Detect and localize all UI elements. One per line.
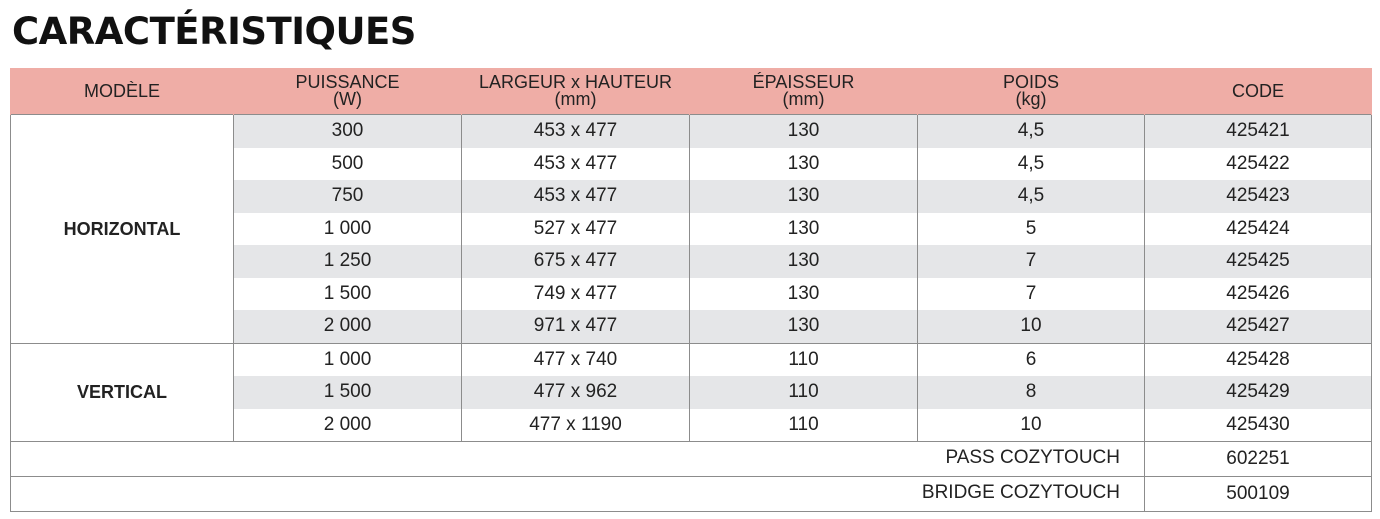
cell-epaisseur: 130 <box>689 277 918 310</box>
table-row: 750 453 x 477 130 4,5 425423 <box>11 180 1372 213</box>
column-header-unit: (mm) <box>782 89 825 109</box>
cell-puissance: 1 500 <box>233 277 462 310</box>
table-row: 1 500 749 x 477 130 7 425426 <box>11 277 1372 310</box>
cell-dimensions: 453 x 477 <box>461 180 690 213</box>
cell-puissance: 750 <box>233 180 462 213</box>
cell-poids: 8 <box>917 376 1145 409</box>
cell-code: 425429 <box>1144 376 1372 409</box>
cell-epaisseur: 130 <box>689 147 918 180</box>
table-row: 2 000 477 x 1190 110 10 425430 <box>11 408 1372 442</box>
cell-poids: 4,5 <box>917 114 1145 148</box>
table-row: 2 000 971 x 477 130 10 425427 <box>11 310 1372 343</box>
column-header-epaisseur: ÉPAISSEUR (mm) <box>689 68 918 115</box>
column-header-label: ÉPAISSEUR <box>752 72 855 92</box>
column-header-label: CODE <box>1231 80 1284 101</box>
cell-puissance: 1 250 <box>233 245 462 278</box>
cell-epaisseur: 130 <box>689 180 918 213</box>
accessory-label: BRIDGE COZYTOUCH <box>10 476 1145 512</box>
cell-poids: 6 <box>917 342 1145 376</box>
cell-dimensions: 477 x 1190 <box>461 408 690 442</box>
page-title: CARACTÉRISTIQUES <box>12 10 416 53</box>
cell-dimensions: 477 x 740 <box>461 342 690 376</box>
column-header-label: LARGEUR x HAUTEUR <box>478 72 673 92</box>
cell-epaisseur: 130 <box>689 212 918 245</box>
cell-epaisseur: 130 <box>689 310 918 343</box>
cell-epaisseur: 130 <box>689 245 918 278</box>
cell-puissance: 2 000 <box>233 310 462 343</box>
cell-epaisseur: 110 <box>689 376 918 409</box>
cell-code: 425427 <box>1144 310 1372 343</box>
cell-puissance: 300 <box>233 114 462 148</box>
cell-code: 425424 <box>1144 212 1372 245</box>
table-row: 500 453 x 477 130 4,5 425422 <box>11 147 1372 180</box>
table-row: 1 500 477 x 962 110 8 425429 <box>11 376 1372 409</box>
table-header: MODÈLE PUISSANCE (W) LARGEUR x HAUTEUR (mm) É… <box>10 68 1372 115</box>
cell-puissance: 1 000 <box>233 212 462 245</box>
cell-code: 425422 <box>1144 147 1372 180</box>
cell-poids: 4,5 <box>917 180 1145 213</box>
cell-dimensions: 453 x 477 <box>461 147 690 180</box>
table-row: 1 000 527 x 477 130 5 425424 <box>11 212 1372 245</box>
column-header-modele: MODÈLE <box>10 68 234 115</box>
model-cell-vertical: VERTICAL <box>10 342 234 442</box>
cell-puissance: 1 000 <box>233 342 462 376</box>
column-header-code: CODE <box>1144 68 1372 115</box>
cell-code: 425423 <box>1144 180 1372 213</box>
cell-puissance: 2 000 <box>233 408 462 442</box>
table-row: VERTICAL 1 000 477 x 740 110 6 425428 <box>10 342 1372 442</box>
column-header-label: PUISSANCE <box>295 72 400 92</box>
cell-code: 425430 <box>1144 408 1372 442</box>
accessory-code: 500109 <box>1144 476 1372 512</box>
cell-dimensions: 971 x 477 <box>461 310 690 343</box>
cell-code: 425426 <box>1144 277 1372 310</box>
cell-dimensions: 527 x 477 <box>461 212 690 245</box>
cell-code: 425425 <box>1144 245 1372 278</box>
column-header-unit: (kg) <box>1015 89 1047 109</box>
accessory-row: BRIDGE COZYTOUCH 500109 <box>10 476 1372 512</box>
cell-dimensions: 477 x 962 <box>461 376 690 409</box>
cell-poids: 5 <box>917 212 1145 245</box>
cell-poids: 7 <box>917 277 1145 310</box>
column-header-unit: (mm) <box>554 89 597 109</box>
cell-epaisseur: 110 <box>689 408 918 442</box>
column-header-puissance: PUISSANCE (W) <box>233 68 462 115</box>
column-header-unit: (W) <box>333 89 362 109</box>
cell-dimensions: 453 x 477 <box>461 114 690 148</box>
header-row: MODÈLE PUISSANCE (W) LARGEUR x HAUTEUR (mm) É… <box>10 68 1372 115</box>
cell-epaisseur: 110 <box>689 342 918 376</box>
specifications-table: MODÈLE PUISSANCE (W) LARGEUR x HAUTEUR (mm) É… <box>10 68 1372 512</box>
column-header-dimensions: LARGEUR x HAUTEUR (mm) <box>461 68 690 115</box>
cell-poids: 7 <box>917 245 1145 278</box>
column-header-label: MODÈLE <box>83 80 161 101</box>
table-row: 1 250 675 x 477 130 7 425425 <box>11 245 1372 278</box>
cell-poids: 10 <box>917 408 1145 442</box>
column-header-poids: POIDS (kg) <box>917 68 1145 115</box>
accessory-row: PASS COZYTOUCH 602251 <box>10 441 1372 477</box>
cell-dimensions: 749 x 477 <box>461 277 690 310</box>
accessory-label: PASS COZYTOUCH <box>10 441 1145 477</box>
cell-poids: 4,5 <box>917 147 1145 180</box>
cell-epaisseur: 130 <box>689 114 918 148</box>
table-row: HORIZONTAL 300 453 x 477 130 4,5 425421 <box>10 114 1372 343</box>
model-cell-horizontal: HORIZONTAL <box>10 114 234 343</box>
cell-code: 425421 <box>1144 114 1372 148</box>
cell-code: 425428 <box>1144 342 1372 376</box>
accessory-code: 602251 <box>1144 441 1372 477</box>
cell-dimensions: 675 x 477 <box>461 245 690 278</box>
cell-poids: 10 <box>917 310 1145 343</box>
cell-puissance: 500 <box>233 147 462 180</box>
cell-puissance: 1 500 <box>233 376 462 409</box>
table-body: HORIZONTAL 300 453 x 477 130 4,5 425421 500 453… <box>10 114 1372 512</box>
column-header-label: POIDS <box>1002 72 1059 92</box>
